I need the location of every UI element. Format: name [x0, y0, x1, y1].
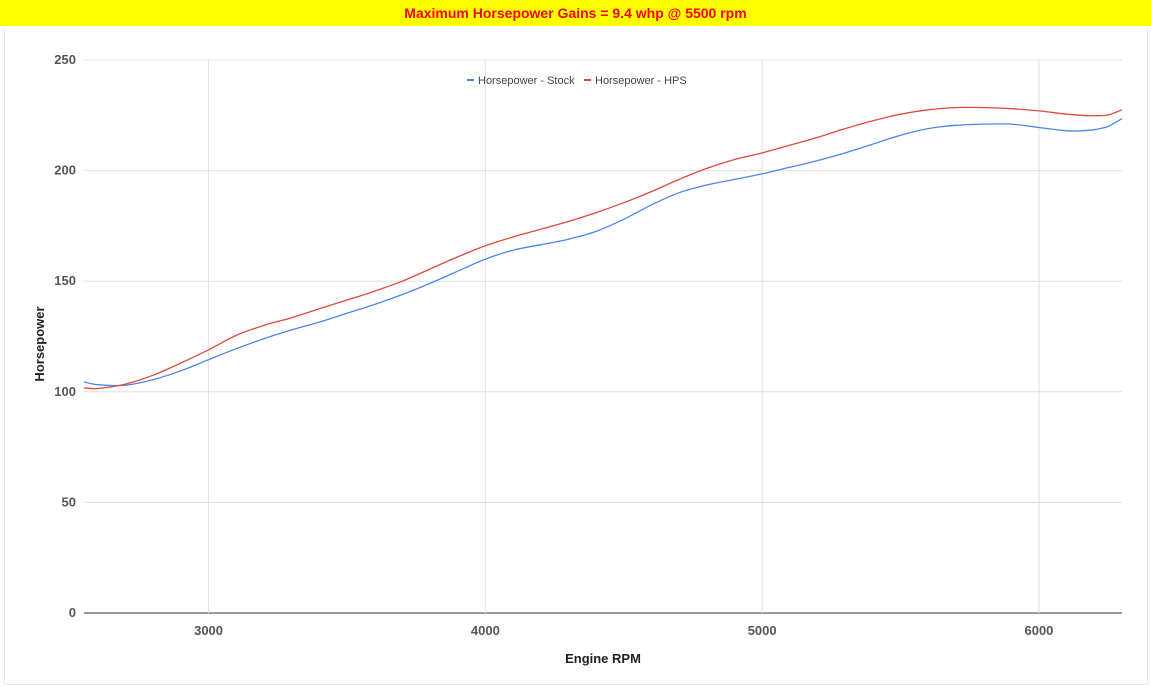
- y-tick-label: 200: [54, 163, 76, 178]
- title-banner: Maximum Horsepower Gains = 9.4 whp @ 550…: [0, 0, 1151, 26]
- y-axis-title: Horsepower: [32, 306, 47, 381]
- x-tick-label: 3000: [194, 623, 223, 638]
- x-tick-label: 4000: [471, 623, 500, 638]
- series-line-hps: [83, 106, 1123, 390]
- y-tick-label: 100: [54, 384, 76, 399]
- y-tick-label: 50: [62, 494, 76, 509]
- x-axis-title: Engine RPM: [565, 651, 641, 666]
- banner-text: Maximum Horsepower Gains = 9.4 whp @ 550…: [404, 5, 747, 21]
- y-tick-label: 250: [54, 52, 76, 67]
- legend-label-hps: Horsepower - HPS: [595, 75, 687, 87]
- y-tick-label: 0: [69, 605, 76, 620]
- chart-frame: [4, 28, 1148, 685]
- legend-label-stock: Horsepower - Stock: [478, 75, 575, 87]
- tick-labels: 0 50 100 150 200 250 3000 4000 5000 6000: [54, 52, 1053, 638]
- series-line-stock: [83, 118, 1123, 387]
- y-tick-label: 150: [54, 273, 76, 288]
- grid-layer: [84, 59, 1122, 614]
- x-tick-label: 6000: [1024, 623, 1053, 638]
- series-layer: [83, 106, 1123, 390]
- x-tick-label: 5000: [748, 623, 777, 638]
- legend: Horsepower - Stock Horsepower - HPS: [467, 75, 687, 87]
